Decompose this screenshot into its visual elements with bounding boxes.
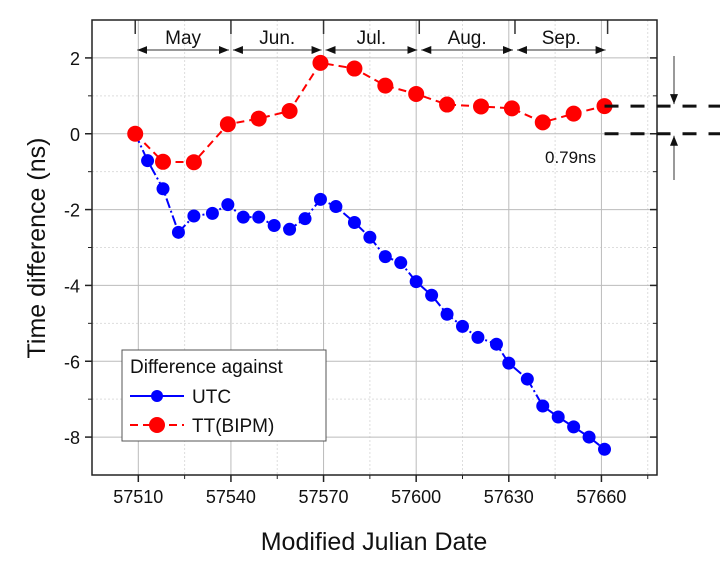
data-point-UTC	[489, 337, 503, 351]
data-point-UTC	[378, 250, 392, 264]
data-point-UTC	[267, 219, 281, 233]
data-point-UTC	[221, 198, 235, 212]
month-label: Sep.	[542, 28, 581, 49]
data-point-TT(BIPM)	[155, 153, 172, 170]
series-layer	[127, 54, 613, 456]
data-point-TT(BIPM)	[346, 60, 363, 77]
data-point-UTC	[598, 442, 612, 456]
legend-title: Difference against	[130, 357, 284, 378]
data-point-TT(BIPM)	[250, 110, 267, 127]
legend-utc-label: UTC	[192, 387, 231, 408]
data-point-TT(BIPM)	[377, 77, 394, 94]
legend: Difference against UTC TT(BIPM)	[121, 349, 327, 442]
data-point-TT(BIPM)	[473, 98, 490, 115]
data-point-UTC	[329, 200, 343, 214]
data-point-UTC	[520, 372, 534, 386]
data-point-UTC	[141, 154, 155, 168]
y-tick-label: -8	[64, 428, 80, 448]
y-tick-label: -2	[64, 201, 80, 221]
month-label: May	[165, 28, 201, 49]
data-point-UTC	[471, 330, 485, 344]
legend-tt-marker	[149, 417, 165, 433]
axis-ticks: 57510 57540 57570 57600 57630 57660 2 0 -2 -4 -6 -8	[64, 49, 657, 507]
legend-utc-marker	[151, 390, 163, 402]
x-tick-label: 57600	[391, 487, 441, 507]
y-tick-label: 2	[70, 49, 80, 69]
data-point-UTC	[502, 356, 516, 370]
month-brackets: May Jun. Jul. Aug. Sep.	[134, 20, 609, 54]
data-point-UTC	[283, 222, 297, 236]
data-point-TT(BIPM)	[408, 85, 425, 102]
data-point-TT(BIPM)	[312, 54, 329, 71]
y-axis-label: Time difference (ns)	[23, 138, 51, 359]
data-point-UTC	[187, 209, 201, 223]
x-tick-label: 57570	[299, 487, 349, 507]
x-tick-label: 57630	[484, 487, 534, 507]
data-point-TT(BIPM)	[439, 96, 456, 113]
data-point-UTC	[425, 288, 439, 302]
month-label: Aug.	[448, 28, 487, 49]
x-tick-label: 57540	[206, 487, 256, 507]
data-point-UTC	[455, 319, 469, 333]
x-tick-label: 57510	[113, 487, 163, 507]
data-point-UTC	[440, 307, 454, 321]
data-point-UTC	[252, 210, 266, 224]
data-point-TT(BIPM)	[565, 105, 582, 122]
month-label: Jun.	[259, 28, 295, 49]
data-point-UTC	[313, 192, 327, 206]
data-point-UTC	[363, 230, 377, 244]
data-point-UTC	[409, 275, 423, 289]
data-point-TT(BIPM)	[219, 116, 236, 133]
data-point-UTC	[582, 430, 596, 444]
data-point-UTC	[536, 399, 550, 413]
data-point-UTC	[236, 210, 250, 224]
y-tick-label: 0	[70, 125, 80, 145]
series-line-TT(BIPM)	[134, 61, 605, 164]
data-point-TT(BIPM)	[534, 114, 551, 131]
data-point-TT(BIPM)	[281, 103, 298, 119]
legend-tt-label: TT(BIPM)	[192, 416, 274, 437]
data-point-UTC	[156, 182, 170, 196]
data-point-TT(BIPM)	[503, 100, 520, 117]
data-point-UTC	[551, 410, 565, 424]
data-point-TT(BIPM)	[185, 154, 202, 171]
annotation-label: 0.79ns	[545, 148, 596, 167]
data-point-UTC	[567, 420, 581, 434]
x-axis-label: Modified Julian Date	[261, 528, 488, 556]
month-label: Jul.	[357, 28, 387, 49]
data-point-UTC	[347, 215, 361, 229]
data-point-UTC	[205, 206, 219, 220]
data-point-UTC	[298, 212, 312, 226]
difference-annotation: 0.79ns	[545, 56, 720, 180]
data-point-UTC	[394, 256, 408, 270]
data-point-UTC	[171, 225, 185, 239]
y-tick-label: -4	[64, 276, 80, 296]
data-point-TT(BIPM)	[127, 125, 144, 142]
x-tick-label: 57660	[576, 487, 626, 507]
y-tick-label: -6	[64, 352, 80, 372]
